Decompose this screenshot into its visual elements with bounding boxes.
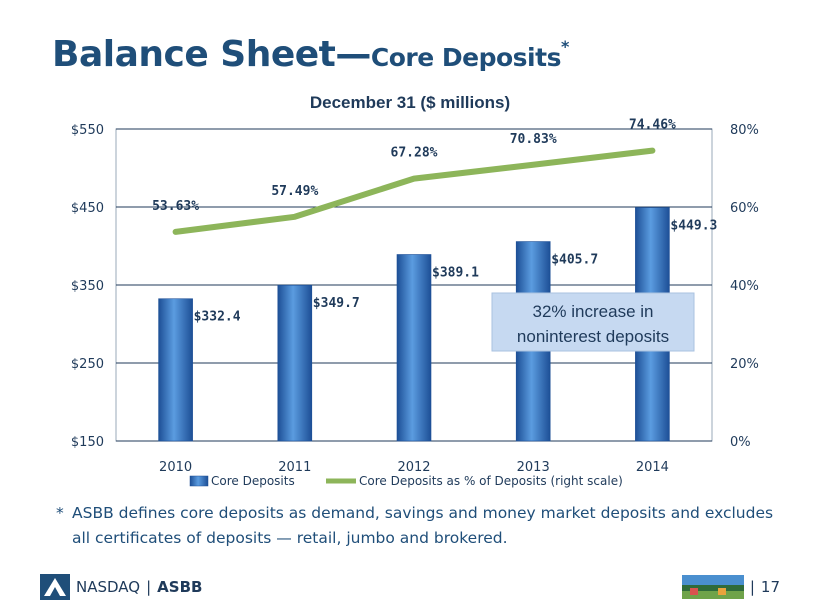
bar-data-label: $449.3 — [670, 219, 717, 234]
x-tick-label: 2010 — [159, 460, 192, 475]
legend-swatch-bar — [189, 475, 209, 487]
y-left-tick-label: $250 — [71, 357, 104, 372]
line-data-label: 57.49% — [271, 184, 318, 199]
landscape-photo-icon — [681, 575, 744, 599]
combo-chart: $150 $250 $350 $450 $550 0% 20% 40% 60% 80% $332.4… — [71, 118, 759, 488]
bar-core-deposits — [396, 254, 432, 442]
bar-data-label: $405.7 — [551, 253, 598, 268]
bar-data-label: $349.7 — [313, 296, 360, 311]
y-left-tick-label: $350 — [71, 279, 104, 294]
line-point — [650, 148, 655, 153]
callout-line-2: noninterest deposits — [517, 327, 669, 346]
bank-logo-icon — [40, 574, 70, 600]
page-number: 17 — [760, 578, 780, 596]
legend-label-line: Core Deposits as % of Deposits (right sc… — [359, 474, 623, 488]
line-data-label: 67.28% — [391, 146, 438, 161]
y-right-tick-label: 0% — [730, 435, 751, 450]
callout-line-1: 32% increase in — [533, 302, 654, 321]
title-main: Balance Sheet— — [52, 34, 371, 75]
line-data-label: 74.46% — [629, 118, 676, 133]
footer-pipe: | — [749, 578, 755, 596]
footer-separator: | — [146, 578, 152, 596]
y-right-tick-label: 60% — [730, 201, 759, 216]
x-tick-label: 2011 — [278, 460, 311, 475]
footer-page: | 17 — [681, 572, 780, 602]
line-point — [531, 162, 536, 167]
footer-brand: NASDAQ | ASBB — [40, 572, 202, 602]
y-left-tick-label: $550 — [71, 123, 104, 138]
x-tick-label: 2014 — [636, 460, 669, 475]
footnote-text: ASBB defines core deposits as demand, sa… — [72, 504, 774, 547]
callout-box — [491, 292, 695, 352]
bar-core-deposits — [277, 284, 313, 442]
footnote: * ASBB defines core deposits as demand, … — [56, 501, 776, 551]
y-right-tick-label: 80% — [730, 123, 759, 138]
line-point — [412, 176, 416, 181]
footnote-star: * — [56, 504, 64, 522]
line-point — [292, 214, 297, 219]
line-point — [173, 229, 178, 234]
y-right-tick-label: 40% — [730, 279, 759, 294]
footer-exchange: NASDAQ — [76, 578, 141, 596]
page-title: Balance Sheet—Core Deposits* — [52, 34, 569, 75]
bar-data-label: $332.4 — [194, 310, 241, 325]
line-core-deposit-pct — [172, 147, 656, 235]
line-data-label: 70.83% — [510, 132, 557, 147]
title-sub: Core Deposits — [370, 43, 562, 72]
y-left-tick-label: $150 — [71, 435, 104, 450]
chart-title: December 31 ($ millions) — [309, 93, 511, 112]
y-right-tick-label: 20% — [730, 357, 759, 372]
y-left-tick-label: $450 — [71, 201, 104, 216]
title-asterisk: * — [560, 37, 569, 57]
x-tick-label: 2012 — [397, 460, 430, 475]
legend-label-bar: Core Deposits — [211, 474, 295, 488]
footer-ticker: ASBB — [157, 578, 203, 596]
line-data-label: 53.63% — [152, 199, 199, 214]
x-tick-label: 2013 — [517, 460, 550, 475]
bar-core-deposits — [158, 298, 193, 442]
bar-data-label: $389.1 — [432, 266, 479, 281]
